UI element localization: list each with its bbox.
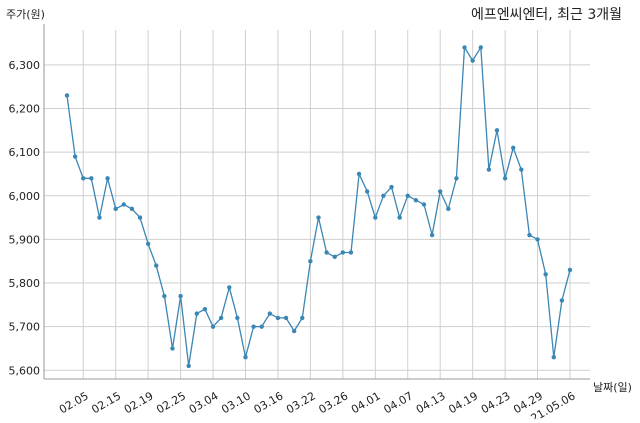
data-point	[454, 176, 459, 181]
data-point	[543, 272, 548, 277]
data-point	[129, 206, 135, 212]
y-tick-label: 5,800	[9, 277, 41, 290]
data-point	[162, 293, 167, 299]
data-point	[429, 232, 435, 238]
data-point	[105, 176, 110, 181]
data-point	[202, 307, 208, 312]
data-point	[437, 189, 443, 194]
x-tick-label: 02.05	[57, 389, 91, 416]
data-point	[300, 315, 305, 321]
x-tick-label: 04.01	[349, 389, 383, 416]
data-point	[559, 298, 565, 303]
x-tick-label: 03.10	[219, 389, 253, 416]
data-point	[332, 254, 337, 260]
data-point	[227, 285, 232, 290]
data-point	[462, 45, 467, 50]
data-point	[154, 263, 159, 268]
x-tick-label: 02.19	[122, 389, 156, 416]
data-point	[470, 58, 475, 63]
data-point	[413, 197, 419, 203]
data-point	[446, 206, 451, 212]
data-point	[389, 184, 394, 190]
data-point	[178, 293, 183, 299]
data-point	[210, 324, 216, 329]
data-point	[235, 315, 240, 321]
y-tick-labels: 5,600 5,700 5,800 5,900 6,000 6,100 6,200 6,300	[9, 59, 41, 377]
data-point	[121, 202, 126, 207]
data-point	[194, 311, 200, 316]
data-point	[81, 176, 86, 181]
data-point	[519, 167, 524, 172]
data-point	[421, 202, 427, 207]
grid-lines	[44, 30, 590, 379]
x-tick-labels: 02.0502.1502.1902.2503.0403.1003.1603.22…	[57, 389, 578, 423]
data-point	[486, 167, 492, 172]
data-point	[478, 45, 483, 50]
data-point	[397, 215, 402, 220]
data-point	[218, 315, 224, 321]
data-point	[373, 215, 378, 220]
x-tick-label: 03.04	[187, 389, 221, 416]
data-point	[405, 193, 410, 198]
data-point	[535, 237, 540, 242]
data-point	[316, 215, 321, 220]
y-tick-label: 6,000	[9, 190, 41, 203]
data-point	[567, 267, 573, 273]
data-point	[324, 250, 329, 255]
x-tick-label: 03.16	[252, 389, 286, 416]
data-point	[89, 176, 94, 181]
data-point	[97, 215, 102, 220]
axes	[43, 24, 590, 380]
data-point	[137, 215, 143, 220]
x-tick-label: 04.23	[479, 389, 513, 416]
data-point	[275, 315, 281, 321]
data-point	[364, 189, 370, 194]
data-point	[145, 241, 151, 246]
price-line	[66, 45, 571, 366]
data-point	[494, 128, 500, 133]
data-point	[348, 250, 354, 255]
data-point	[186, 363, 191, 369]
y-tick-label: 5,700	[9, 321, 41, 334]
x-tick-label: 02.25	[154, 389, 188, 416]
x-axis-label: 날짜(일)	[593, 380, 632, 394]
y-tick-label: 5,900	[9, 233, 41, 246]
x-tick-label: 03.22	[284, 389, 318, 416]
data-point	[64, 93, 70, 98]
y-tick-label: 6,300	[9, 59, 41, 72]
data-point	[243, 354, 248, 360]
y-tick-label: 6,100	[9, 146, 41, 159]
y-tick-label: 5,600	[9, 364, 41, 377]
data-point	[113, 206, 118, 212]
x-tick-label: 03.26	[317, 389, 351, 416]
data-point	[259, 324, 264, 329]
data-point	[551, 354, 556, 360]
x-tick-label: 04.13	[414, 389, 448, 416]
data-point	[340, 250, 346, 255]
data-point	[251, 324, 256, 329]
data-point	[381, 193, 386, 198]
chart-title: 에프엔씨엔터, 최근 3개월	[471, 7, 622, 23]
data-point	[308, 259, 313, 264]
y-tick-label: 6,200	[9, 103, 41, 116]
data-point	[502, 176, 508, 181]
data-point	[72, 154, 78, 159]
y-axis-label: 주가(원)	[6, 8, 45, 21]
price-series	[64, 45, 573, 369]
x-tick-label: 02.15	[89, 389, 123, 416]
data-point	[511, 145, 516, 150]
x-tick-label: 04.19	[446, 389, 480, 416]
data-point	[267, 311, 273, 316]
x-tick-label: 04.07	[381, 389, 415, 416]
data-point	[527, 232, 532, 238]
data-point	[356, 171, 362, 177]
data-point	[170, 346, 175, 351]
data-point	[283, 315, 289, 321]
data-point	[291, 328, 297, 334]
